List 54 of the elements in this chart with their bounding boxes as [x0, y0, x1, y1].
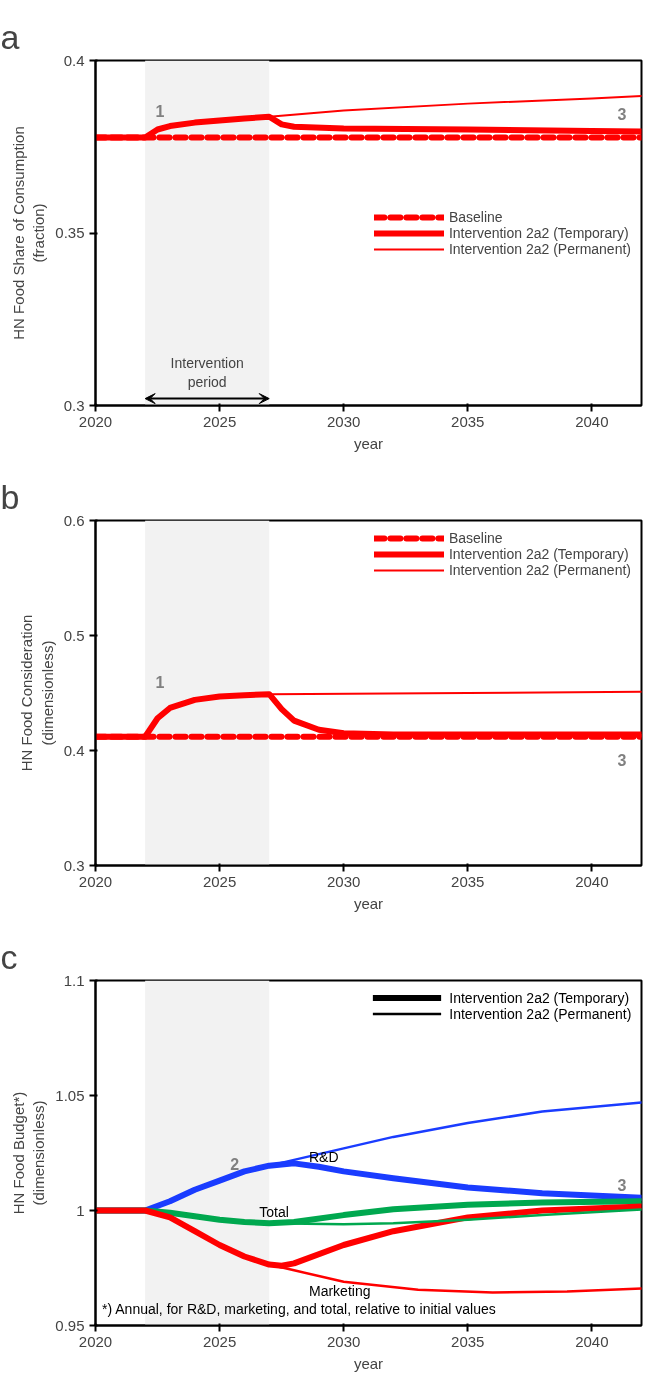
x-tick-label: 2040 [575, 872, 609, 890]
x-axis-title: year [353, 894, 384, 912]
x-tick-label: 2030 [327, 1332, 361, 1350]
y-axis-title: HN Food Budget*) (dimensionless) [9, 1091, 48, 1215]
x-tick-label: 2020 [78, 412, 113, 430]
y-tick-label: 0.35 [55, 224, 85, 241]
annotation: Marketing [308, 1283, 371, 1299]
y-tick-label: 1.1 [63, 971, 85, 989]
x-axis-title: year [353, 434, 384, 452]
x-tick-label: 2025 [202, 872, 237, 890]
annotation: Intervention 2a2 (Permanent) [449, 1005, 632, 1022]
annotation: Intervention 2a2 (Temporary) [449, 990, 630, 1007]
y-tick-label: 0.3 [63, 396, 85, 414]
y-tick-label: 0.5 [63, 626, 85, 644]
y-tick-label: 0.4 [63, 741, 85, 759]
annotation: *) Annual, for R&D, marketing, and total, relative to initial values [102, 1300, 496, 1317]
annotation: Intervention period [170, 354, 244, 390]
x-tick-label: 2035 [451, 872, 485, 890]
x-axis-title: year [353, 1354, 384, 1372]
y-tick-label: 1 [76, 1201, 85, 1219]
chart-title: c [0, 937, 18, 976]
legend-label: Intervention 2a2 (Permanent) [448, 240, 631, 257]
x-tick-label: 2040 [575, 412, 609, 430]
legend-label: Baseline [448, 208, 503, 225]
y-axis-title: HN Food Share of Consumption (fraction) [9, 126, 48, 340]
x-tick-label: 2035 [451, 412, 485, 430]
y-tick-label: 0.95 [55, 1316, 85, 1334]
legend-label: Intervention 2a2 (Permanent) [448, 562, 631, 578]
y-tick-label: 0.4 [63, 51, 85, 69]
y-tick-label: 0.6 [63, 511, 85, 529]
x-tick-label: 2025 [202, 1332, 237, 1350]
annotation: 3 [617, 105, 627, 123]
x-tick-label: 2030 [327, 412, 361, 430]
y-tick-label: 1.05 [55, 1086, 85, 1104]
annotation: 2 [230, 1156, 240, 1174]
legend-label: Baseline [448, 530, 503, 546]
annotation: 1 [155, 673, 165, 691]
x-tick-label: 2025 [202, 412, 237, 430]
legend-label: Intervention 2a2 (Temporary) [448, 224, 629, 241]
x-tick-label: 2035 [451, 1332, 485, 1350]
legend-label: Intervention 2a2 (Temporary) [448, 546, 629, 562]
annotation: 1 [155, 102, 165, 120]
annotation: 3 [617, 1177, 627, 1195]
chart-title: a [0, 17, 20, 56]
y-tick-label: 0.3 [63, 856, 85, 874]
x-tick-label: 2020 [78, 872, 113, 890]
x-tick-label: 2030 [327, 872, 361, 890]
annotation: R&D [308, 1149, 339, 1166]
y-axis-title: HN Food Consideration (dimensionless) [18, 614, 56, 772]
x-tick-label: 2020 [78, 1332, 113, 1350]
annotation: 3 [617, 751, 627, 769]
x-tick-label: 2040 [575, 1332, 609, 1350]
annotation: Total [259, 1203, 289, 1220]
chart-title: b [0, 477, 20, 516]
